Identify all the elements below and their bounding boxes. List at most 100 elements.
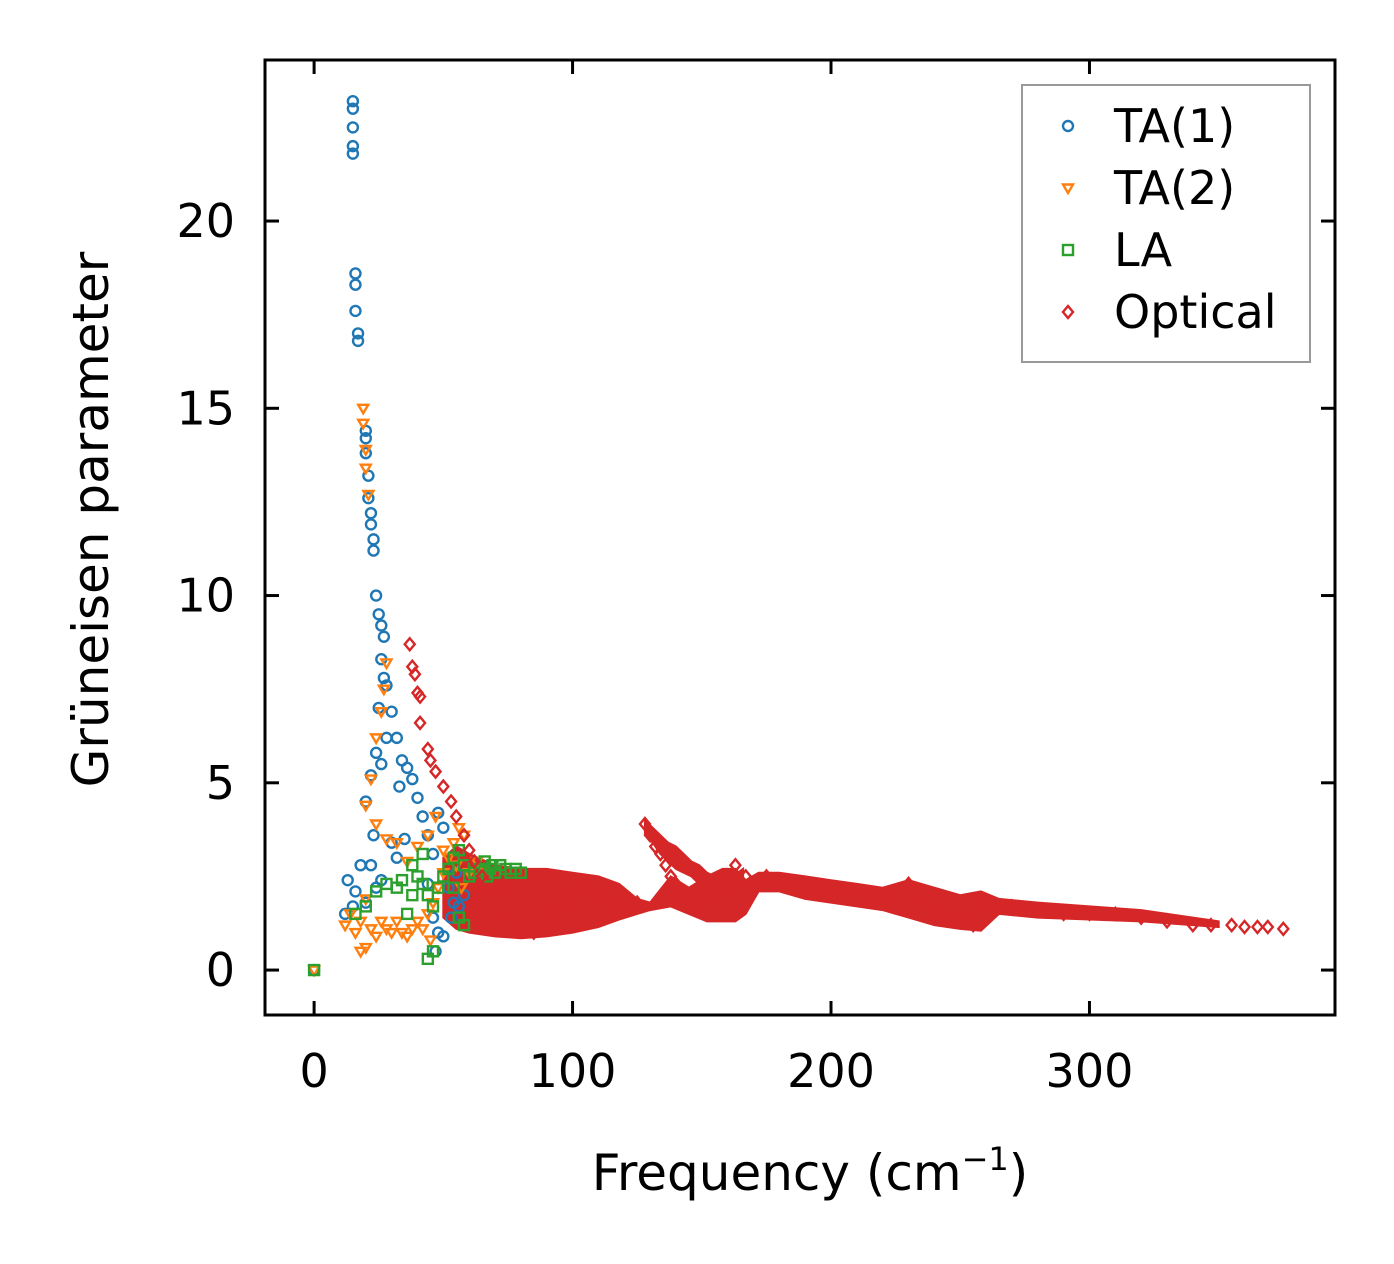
legend-marker-ta-1: [1061, 119, 1075, 133]
point-ta-1: [377, 671, 391, 685]
point-optical: [540, 913, 554, 930]
point-la: [457, 858, 471, 872]
point-ta-2: [369, 733, 384, 746]
point-ta-1: [375, 757, 388, 771]
point-ta-2: [379, 834, 394, 847]
point-optical: [824, 883, 838, 900]
point-optical: [1276, 920, 1290, 937]
point-optical: [700, 891, 714, 907]
point-ta-1: [437, 930, 450, 943]
x-axis-title-close: ): [1009, 1144, 1029, 1202]
point-optical: [514, 917, 528, 933]
point-ta-2: [356, 403, 371, 416]
point-ta-2: [358, 800, 373, 813]
point-ta-2: [363, 774, 379, 787]
point-ta-1: [367, 829, 380, 842]
point-la: [400, 907, 414, 921]
point-optical: [421, 741, 435, 757]
point-ta-1: [390, 731, 404, 745]
point-ta-1: [380, 731, 393, 745]
point-optical: [1225, 917, 1239, 933]
point-optical: [444, 793, 458, 810]
point-optical: [1204, 917, 1218, 933]
data-points: [307, 94, 1290, 978]
point-optical: [488, 879, 502, 896]
point-optical: [695, 894, 709, 911]
point-optical: [708, 876, 722, 892]
y-tick-label: 10: [176, 569, 235, 623]
legend-label-ta-2: TA(2): [1113, 161, 1235, 215]
point-ta-1: [372, 608, 385, 621]
point-optical: [889, 891, 903, 907]
point-ta-1: [367, 533, 380, 546]
y-tick-label: 20: [176, 194, 235, 248]
point-ta-2: [415, 924, 430, 937]
point-la: [369, 885, 383, 898]
point-ta-2: [369, 931, 384, 944]
point-ta-1: [452, 900, 466, 913]
point-optical: [966, 917, 980, 933]
point-ta-2: [361, 489, 376, 502]
point-optical: [408, 666, 422, 683]
point-ta-1: [364, 858, 378, 872]
point-ta-1: [362, 491, 375, 505]
point-ta-2: [358, 463, 373, 476]
point-la: [514, 866, 528, 879]
point-optical: [475, 868, 489, 885]
point-optical: [1031, 902, 1045, 919]
point-ta-2: [379, 658, 394, 671]
point-optical: [1237, 919, 1252, 935]
point-ta-2: [348, 927, 363, 940]
point-optical: [436, 778, 450, 795]
point-ta-2: [456, 830, 472, 843]
point-optical: [837, 887, 851, 904]
point-optical: [682, 891, 696, 907]
point-ta-2: [358, 444, 373, 457]
point-ta-1: [349, 304, 362, 318]
y-axis-title: Grüneisen parameter: [62, 251, 120, 787]
point-ta-1: [346, 121, 360, 134]
point-optical: [728, 857, 742, 874]
point-ta-1: [437, 821, 450, 834]
point-ta-1: [346, 94, 360, 108]
point-la: [426, 900, 440, 913]
point-ta-1: [346, 139, 360, 153]
point-ta-1: [351, 327, 365, 340]
point-optical: [429, 763, 443, 780]
point-optical: [1250, 919, 1265, 935]
point-optical: [638, 816, 652, 832]
point-la: [307, 963, 321, 977]
point-la: [416, 877, 429, 891]
point-optical: [527, 924, 541, 941]
point-ta-2: [431, 882, 446, 896]
point-optical: [565, 887, 580, 904]
point-optical: [940, 909, 954, 926]
x-tick-label: 300: [1046, 1044, 1134, 1098]
point-ta-2: [307, 965, 322, 978]
point-ta-2: [338, 920, 353, 933]
point-ta-1: [450, 866, 463, 879]
legend[interactable]: TA(1) TA(2) LA Optical: [1021, 84, 1311, 363]
point-optical: [953, 913, 967, 930]
point-optical: [630, 894, 644, 911]
point-ta-2: [374, 916, 389, 929]
point-ta-2: [363, 924, 379, 937]
point-optical: [811, 879, 825, 896]
point-optical: [653, 846, 667, 862]
point-ta-1: [359, 432, 372, 445]
point-ta-1: [426, 847, 440, 861]
x-axis-title: Frequency (cm−1): [592, 1140, 1029, 1202]
point-la: [421, 888, 435, 902]
point-ta-1: [346, 147, 360, 160]
point-ta-2: [423, 935, 438, 948]
point-optical: [798, 876, 812, 892]
point-optical: [591, 887, 605, 904]
point-optical: [553, 902, 567, 919]
point-ta-2: [358, 894, 373, 907]
y-tick-label: 0: [206, 943, 235, 997]
point-optical: [413, 688, 427, 705]
point-optical: [974, 891, 988, 907]
point-ta-1: [349, 267, 362, 280]
point-ta-2: [374, 706, 389, 720]
